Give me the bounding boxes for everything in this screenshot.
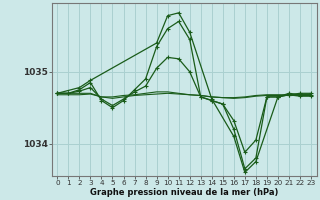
X-axis label: Graphe pression niveau de la mer (hPa): Graphe pression niveau de la mer (hPa) xyxy=(90,188,278,197)
